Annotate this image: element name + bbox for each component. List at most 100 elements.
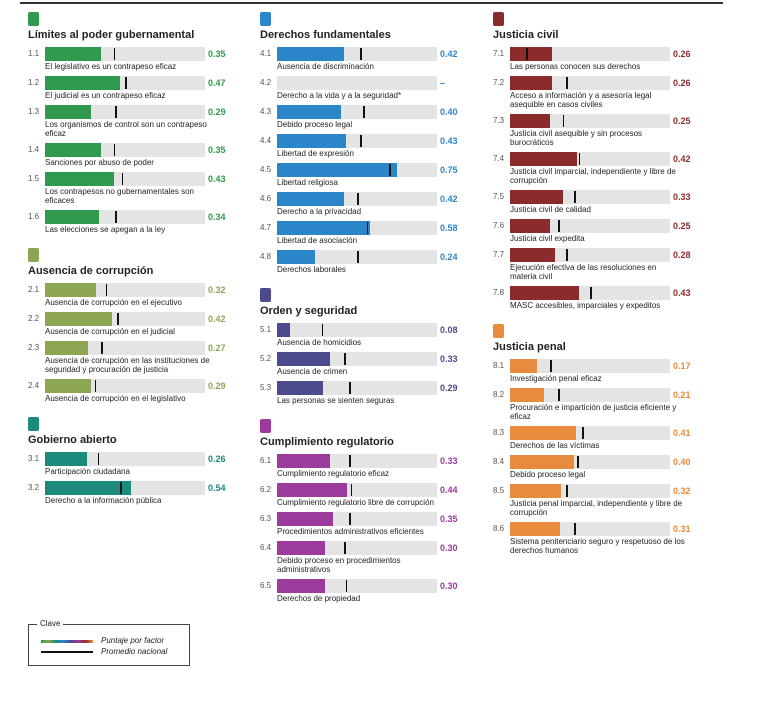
score-bar — [510, 76, 552, 90]
score-bar — [277, 579, 325, 593]
sub-factor: 8.5 0.32 Justicia penal imparcial, indepen… — [493, 484, 708, 517]
bar-track — [277, 47, 437, 61]
score-bar — [277, 352, 330, 366]
sub-factor-label: Las personas se sienten seguras — [277, 396, 395, 405]
score-bar — [510, 248, 555, 262]
sub-factor-label: Cumplimiento regulatorio eficaz — [277, 469, 390, 478]
score-value: 0.31 — [673, 524, 691, 534]
sub-factor-id: 4.2 — [260, 78, 272, 87]
score-value: 0.43 — [440, 136, 458, 146]
score-bar — [277, 105, 341, 119]
factor-icon — [28, 248, 39, 262]
sub-factor-label: Acceso a información y a asesoría legal … — [510, 91, 652, 109]
sub-factor-id: 7.2 — [493, 78, 505, 87]
sub-factor-label: Sanciones por abuso de poder — [45, 158, 154, 167]
score-bar — [510, 426, 576, 440]
score-value: 0.26 — [673, 49, 691, 59]
score-value: 0.27 — [208, 343, 226, 353]
national-average-mark — [120, 482, 122, 494]
score-bar — [277, 483, 348, 497]
score-bar — [510, 114, 550, 128]
bar-track — [277, 221, 437, 235]
sub-factor-label: Derecho a la privacidad — [277, 207, 362, 216]
score-bar — [277, 512, 333, 526]
bar-track — [510, 388, 670, 402]
score-value: 0.40 — [673, 457, 691, 467]
factor-title: Justicia penal — [493, 341, 566, 353]
factor-icon — [493, 12, 504, 26]
factor: Ausencia de corrupción 2.1 0.32 Ausencia de… — [28, 248, 243, 403]
sub-factor-label: Procuración e impartición de justicia ef… — [510, 403, 677, 421]
national-average-mark — [550, 360, 552, 372]
national-average-mark — [350, 484, 353, 496]
bar-track — [510, 455, 670, 469]
bar-track — [510, 190, 670, 204]
sub-factor: 8.2 0.21 Procuración e impartición de just… — [493, 388, 708, 421]
bar-track — [510, 76, 670, 90]
sub-factor-id: 6.3 — [260, 514, 272, 523]
score-bar — [277, 163, 397, 177]
sub-factor-id: 8.6 — [493, 524, 505, 533]
sub-factor-label: Derechos laborales — [277, 265, 346, 274]
sub-factor-label: Derechos de propiedad — [277, 594, 361, 603]
bar-track — [510, 114, 670, 128]
sub-factor-id: 8.5 — [493, 486, 505, 495]
factor: Justicia penal 8.1 0.17 Investigación penal… — [493, 324, 708, 555]
sub-factor: 1.1 0.35 El legislativo es un contrapeso e… — [28, 47, 243, 71]
bar-track — [45, 379, 205, 393]
score-bar — [510, 359, 538, 373]
bar-track — [45, 481, 205, 495]
sub-factor: 1.6 0.34 Las elecciones se apegan a la ley — [28, 210, 243, 234]
sub-factor-label: Justicia penal imparcial, independiente … — [510, 499, 683, 517]
sub-factor: 6.3 0.35 Procedimientos administrativos ef… — [260, 512, 475, 536]
sub-factor-id: 1.4 — [28, 145, 40, 154]
factor-icon — [260, 288, 271, 302]
factor-title: Cumplimiento regulatorio — [260, 436, 394, 448]
sub-factor-label: Justicia civil de calidad — [510, 205, 591, 214]
sub-factor-label: Ausencia de corrupción en el legislativo — [45, 394, 186, 403]
sub-factor: 8.1 0.17 Investigación penal eficaz — [493, 359, 708, 383]
score-bar — [45, 210, 100, 224]
bar-track — [45, 312, 205, 326]
sub-factor-label: Debido proceso legal — [510, 470, 586, 479]
bar-track — [510, 248, 670, 262]
score-bar — [277, 221, 370, 235]
national-average-mark — [566, 485, 568, 497]
sub-factor-id: 4.7 — [260, 223, 272, 232]
score-bar — [45, 172, 114, 186]
national-average-mark — [526, 48, 528, 60]
sub-factor-label: El judicial es un contrapeso eficaz — [45, 91, 166, 100]
sub-factor: 5.3 0.29 Las personas se sienten seguras — [260, 381, 475, 405]
sub-factor-id: 4.8 — [260, 252, 272, 261]
score-value: 0.33 — [673, 192, 691, 202]
sub-factor: 8.4 0.40 Debido proceso legal — [493, 455, 708, 479]
sub-factor-id: 2.4 — [28, 381, 40, 390]
score-value: 0.30 — [440, 543, 458, 553]
score-value: 0.35 — [208, 49, 226, 59]
sub-factor: 4.8 0.24 Derechos laborales — [260, 250, 475, 274]
score-bar — [45, 105, 92, 119]
score-value: 0.40 — [440, 107, 458, 117]
bar-track — [277, 192, 437, 206]
legend: Clave Puntaje por factor Promedio nacion… — [28, 619, 190, 666]
score-value: 0.32 — [673, 486, 691, 496]
national-average-mark — [574, 191, 576, 203]
sub-factor: 1.5 0.43 Los contrapesos no gubernamentale… — [28, 172, 243, 205]
bar-track — [45, 47, 205, 61]
legend-swatch — [41, 640, 93, 643]
score-value: 0.35 — [208, 145, 226, 155]
national-average-mark — [590, 287, 592, 299]
score-bar — [510, 190, 563, 204]
score-bar — [510, 152, 578, 166]
sub-factor-id: 6.2 — [260, 485, 272, 494]
sub-factor-id: 7.6 — [493, 221, 505, 230]
sub-factor-label: Ausencia de corrupción en el judicial — [45, 327, 175, 336]
sub-factor-label: Derecho a la vida y a la seguridad* — [277, 91, 402, 100]
bar-track — [510, 219, 670, 233]
sub-factor: 7.8 0.43 MASC accesibles, imparciales y ex… — [493, 286, 708, 310]
sub-factor-label: Libertad de expresión — [277, 149, 354, 158]
sub-factor-label: Participación ciudadana — [45, 467, 130, 476]
score-value: 0.54 — [208, 483, 226, 493]
national-average-mark — [113, 144, 116, 156]
sub-factor-label: Los contrapesos no gubernamentales son e… — [45, 187, 194, 205]
